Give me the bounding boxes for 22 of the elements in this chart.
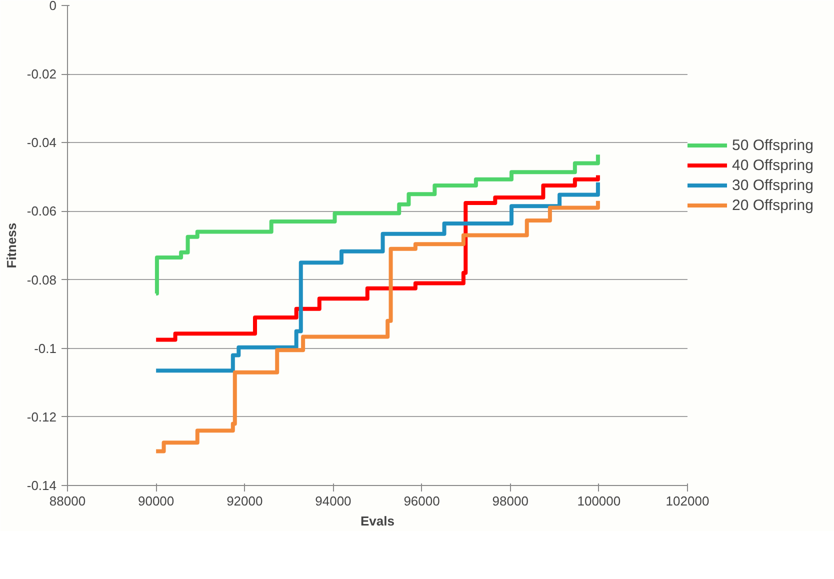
x-axis-title: Evals	[360, 514, 394, 528]
y-tick-label: -0.04	[26, 135, 57, 150]
y-tick-label: -0.02	[26, 66, 57, 82]
x-tick-label: 90000	[138, 494, 174, 508]
x-tick-label: 94000	[315, 494, 352, 508]
x-tick-label: 92000	[226, 494, 263, 508]
x-tick-label: 96000	[404, 494, 440, 508]
x-tick-label: 100000	[577, 494, 621, 508]
x-tick-label: 102000	[666, 494, 710, 508]
legend-label: 50 Offspring	[732, 136, 814, 154]
legend-label: 40 Offspring	[732, 156, 814, 174]
y-axis-title: Fitness	[4, 222, 19, 268]
x-tick-label: 98000	[492, 494, 528, 508]
y-tick-label: -0.12	[26, 409, 57, 424]
y-tick-label: -0.08	[26, 272, 57, 288]
y-tick-label: -0.06	[26, 204, 57, 219]
legend-label: 30 Offspring	[732, 176, 814, 194]
y-tick-label: -0.14	[26, 478, 57, 493]
x-tick-label: 88000	[49, 494, 86, 508]
legend-label: 20 Offspring	[732, 196, 814, 214]
y-tick-label: 0	[49, 0, 57, 13]
y-tick-label: -0.1	[34, 340, 57, 356]
